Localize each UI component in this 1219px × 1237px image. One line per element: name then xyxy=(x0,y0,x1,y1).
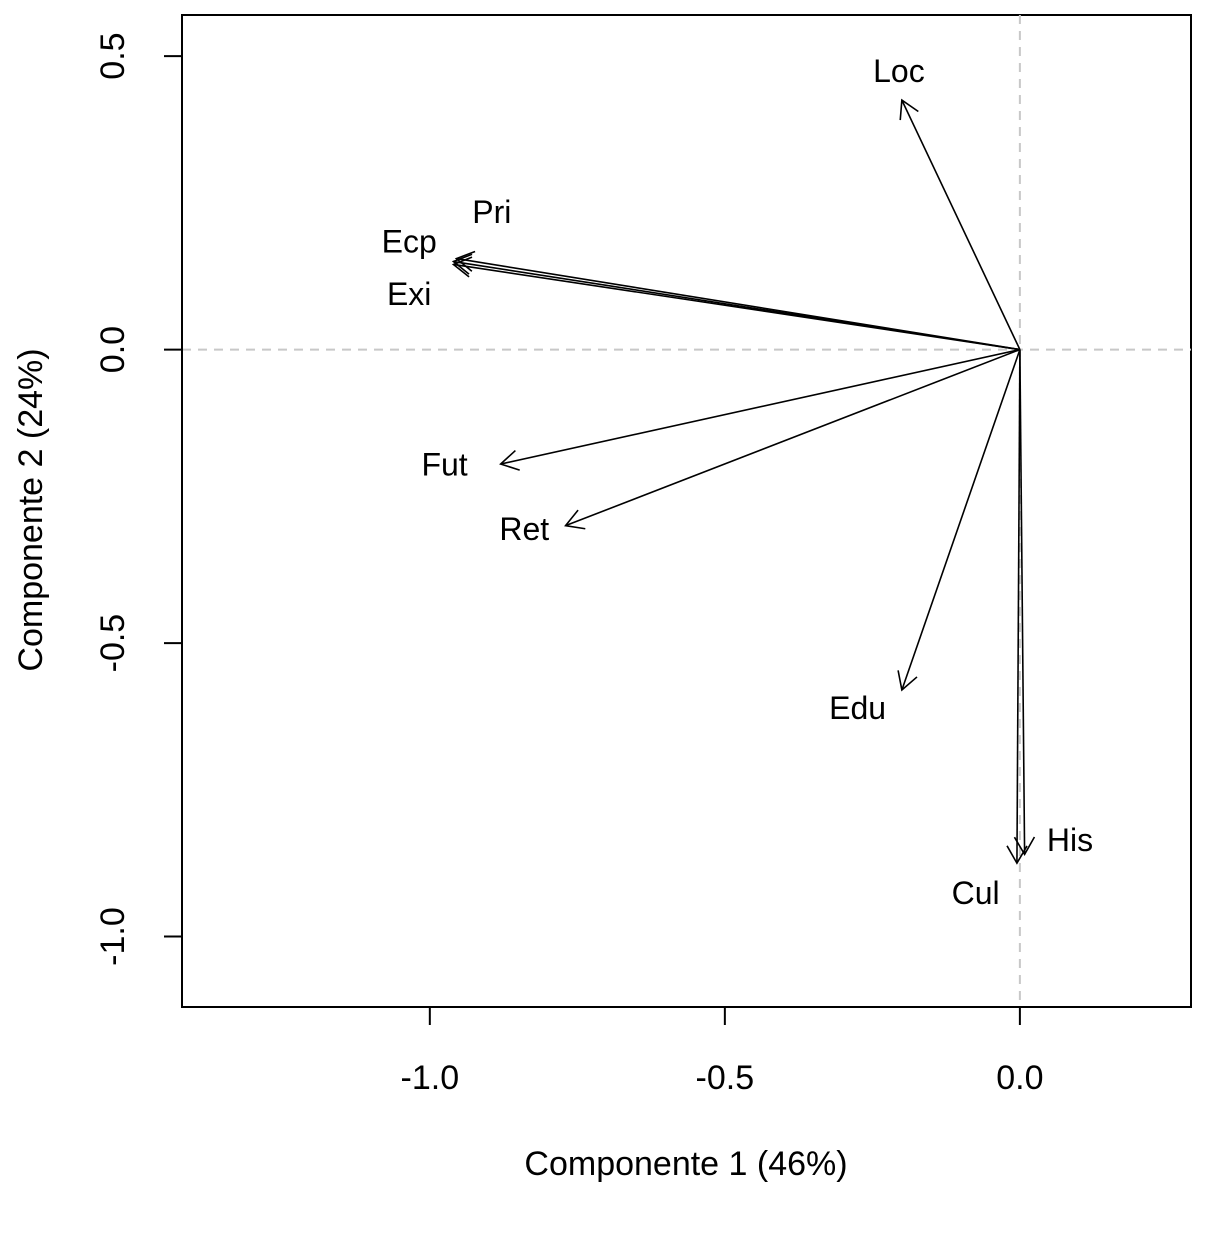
vector-shaft-fut xyxy=(500,348,1021,465)
x-tick-label: -1.0 xyxy=(401,1059,460,1097)
vector-label-cul: Cul xyxy=(952,875,1000,911)
vector-arrow-fut xyxy=(499,348,1021,471)
vector-shaft-exi xyxy=(453,263,1021,351)
vector-shaft-cul xyxy=(1016,349,1021,864)
plot-frame xyxy=(181,14,1192,1008)
vector-arrowhead-ecp xyxy=(451,253,473,275)
x-tick-label: 0.0 xyxy=(996,1059,1043,1097)
y-tick-label: -0.5 xyxy=(94,614,132,673)
vector-label-fut: Fut xyxy=(421,446,467,482)
vector-label-pri: Pri xyxy=(472,194,511,230)
vector-arrowhead-edu xyxy=(897,670,918,692)
vector-arrowhead-ret xyxy=(564,509,586,530)
vector-arrow-edu xyxy=(897,349,1021,692)
vector-label-edu: Edu xyxy=(829,690,886,726)
vector-arrowhead-fut xyxy=(499,449,520,471)
vector-label-ecp: Ecp xyxy=(382,223,437,259)
x-axis-title: Componente 1 (46%) xyxy=(524,1145,847,1183)
vector-label-loc: Loc xyxy=(873,53,925,89)
vector-arrowhead-cul xyxy=(1006,845,1028,865)
vector-label-his: His xyxy=(1047,822,1093,858)
y-tick-label: 0.5 xyxy=(94,32,132,79)
y-axis-title: Componente 2 (24%) xyxy=(12,348,50,671)
vector-arrow-ret xyxy=(564,348,1021,530)
vector-arrowhead-exi xyxy=(451,256,473,278)
vector-arrow-cul xyxy=(1006,349,1028,865)
y-tick-label: -1.0 xyxy=(94,907,132,966)
vector-shaft-his xyxy=(1019,349,1026,855)
y-tick-label: 0.0 xyxy=(94,326,132,373)
vector-arrowhead-loc xyxy=(899,98,919,121)
vector-shaft-ret xyxy=(565,348,1021,527)
vector-shaft-edu xyxy=(901,349,1021,691)
vector-label-ret: Ret xyxy=(499,511,549,547)
vector-shaft-loc xyxy=(901,99,1021,350)
x-tick-label: -0.5 xyxy=(696,1059,755,1097)
vector-arrow-pri xyxy=(454,250,1021,351)
vector-label-exi: Exi xyxy=(387,276,431,312)
vector-arrow-exi xyxy=(451,256,1021,351)
vector-arrow-loc xyxy=(899,98,1021,350)
